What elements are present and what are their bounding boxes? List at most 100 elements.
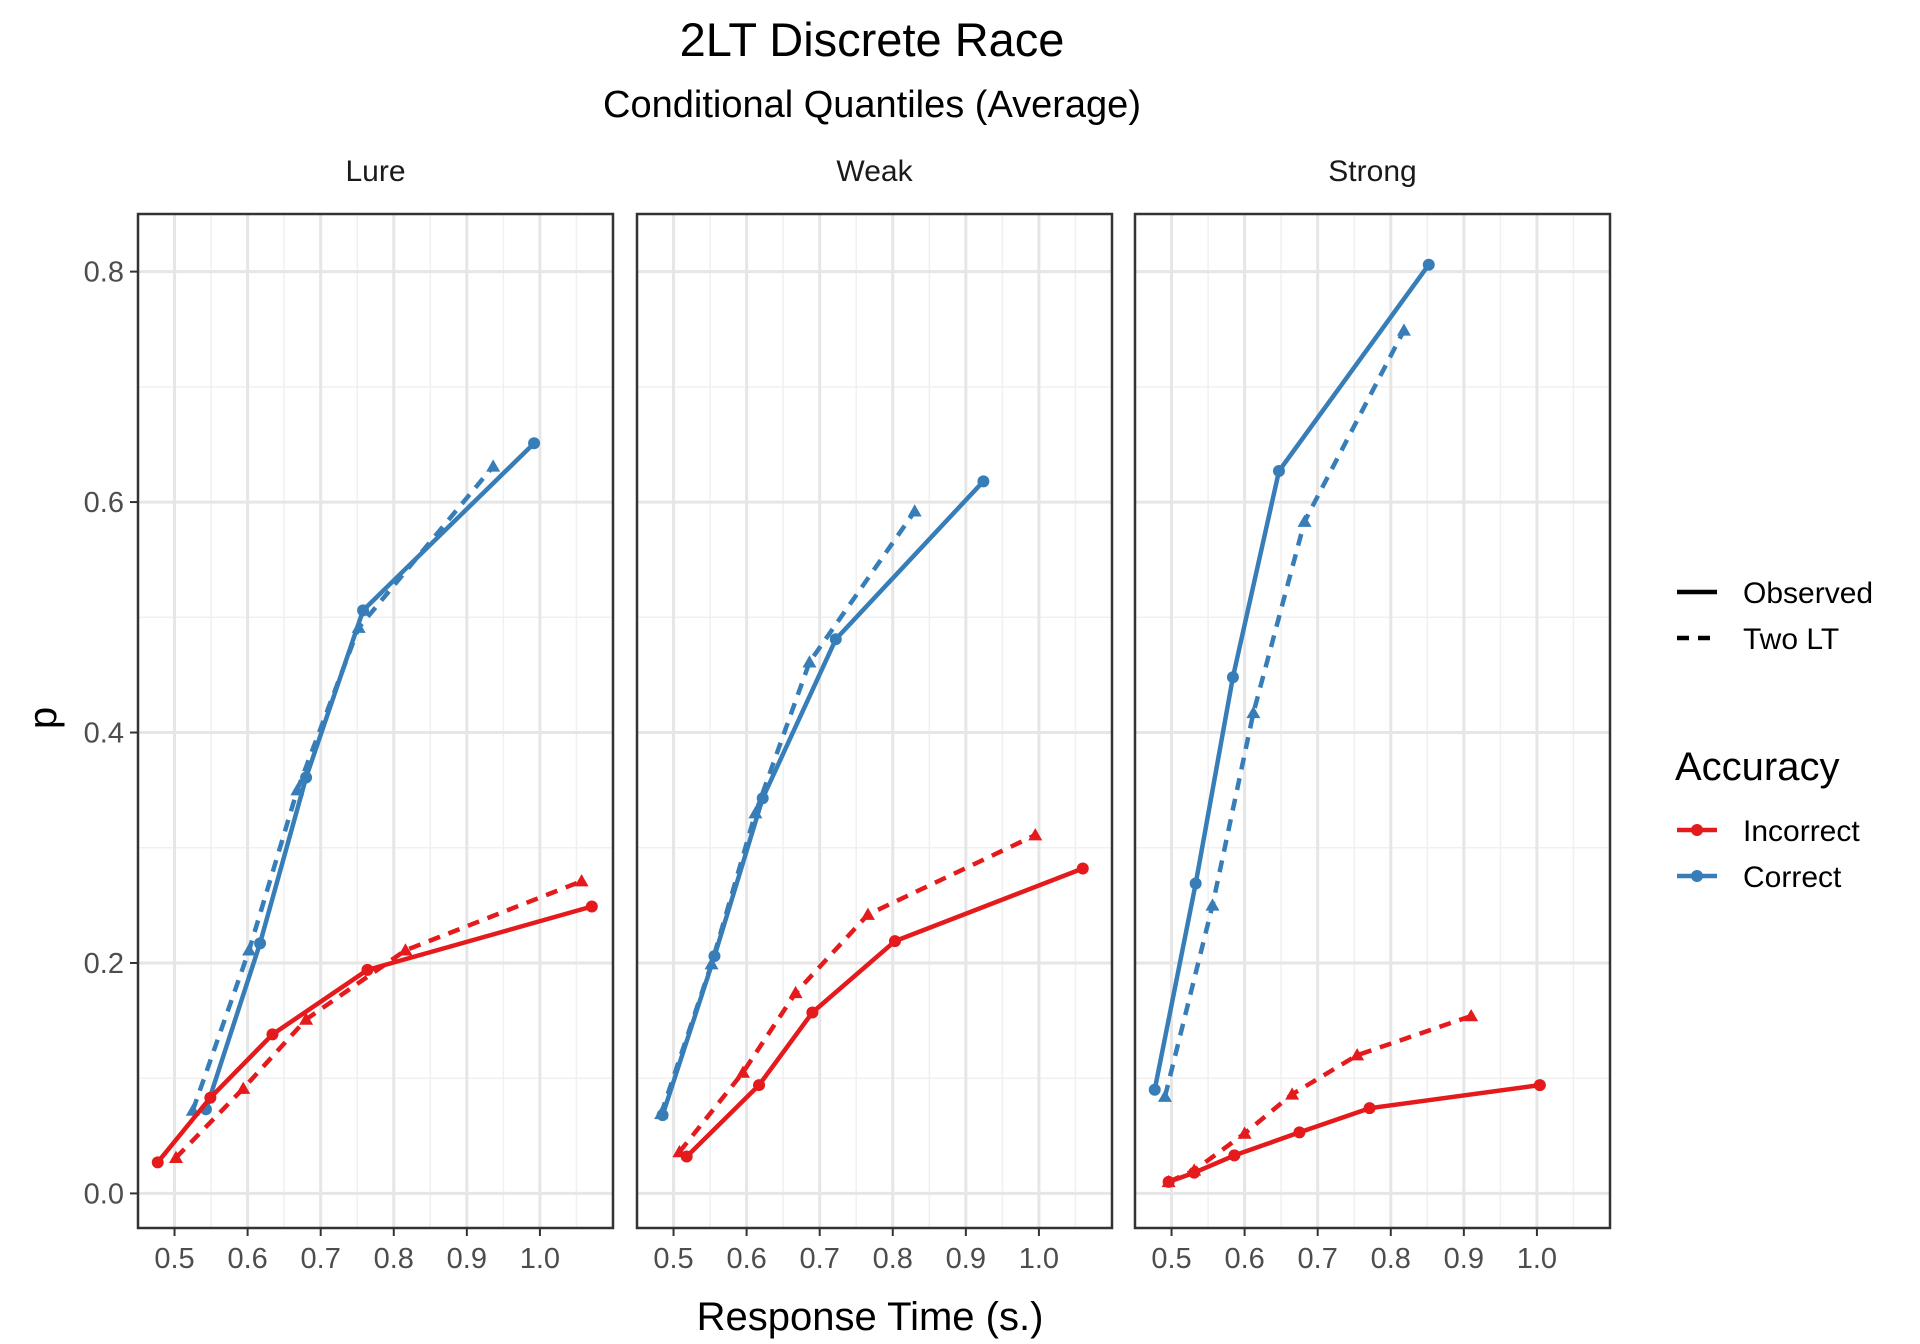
facet-strip-label: Weak xyxy=(836,155,913,188)
point-correct-observed xyxy=(254,937,267,950)
x-tick-label: 0.9 xyxy=(1444,1243,1484,1275)
point-incorrect-two-lt xyxy=(1285,1087,1300,1100)
y-tick-label: 0.6 xyxy=(84,487,124,519)
point-correct-observed xyxy=(1226,671,1239,684)
legend-label-linetype: Two LT xyxy=(1743,623,1839,656)
point-correct-observed xyxy=(829,633,842,646)
facet-panel-weak: Weak 0.5 0.6 0.7 0.8 0.9 1.0 xyxy=(635,155,1114,1275)
y-tick-label: 0.0 xyxy=(84,1178,124,1210)
point-incorrect-observed xyxy=(1188,1166,1201,1179)
x-tick-label: 0.5 xyxy=(653,1243,693,1275)
x-tick-label: 0.8 xyxy=(1371,1243,1411,1275)
panel-border xyxy=(635,212,1114,1230)
point-incorrect-two-lt xyxy=(236,1081,251,1094)
point-correct-observed xyxy=(656,1109,669,1122)
point-incorrect-two-lt xyxy=(1464,1008,1479,1022)
series-line-correct-observed xyxy=(203,441,536,1110)
y-tick-label: 0.2 xyxy=(84,948,124,980)
point-incorrect-observed xyxy=(1293,1126,1306,1139)
point-correct-observed xyxy=(1422,258,1435,271)
point-correct-two-lt xyxy=(802,655,817,668)
x-tick-label: 0.9 xyxy=(447,1243,487,1275)
x-tick-label: 0.7 xyxy=(800,1243,840,1275)
point-incorrect-observed xyxy=(1228,1149,1241,1162)
point-incorrect-two-lt xyxy=(1028,828,1043,841)
point-correct-two-lt xyxy=(1396,323,1411,336)
point-incorrect-observed xyxy=(361,963,374,976)
point-incorrect-observed xyxy=(680,1150,693,1163)
point-correct-observed xyxy=(1189,877,1202,890)
legend: Observed Two LT Accuracy Incorrect Correct xyxy=(1675,577,1873,894)
x-tick-label: 0.6 xyxy=(227,1243,267,1275)
point-correct-two-lt xyxy=(907,504,922,517)
facet-strip-label: Strong xyxy=(1328,155,1416,188)
panel-border xyxy=(1133,212,1612,1230)
x-tick-label: 0.8 xyxy=(374,1243,414,1275)
point-correct-observed xyxy=(1272,464,1285,477)
point-correct-observed xyxy=(756,792,769,805)
facet-panel-strong: Strong 0.5 0.6 0.7 0.8 0.9 1.0 xyxy=(1133,155,1612,1275)
point-correct-two-lt xyxy=(1297,514,1312,527)
x-tick-label: 1.0 xyxy=(520,1243,560,1275)
point-correct-observed xyxy=(708,950,721,963)
legend-label-correct: Correct xyxy=(1743,861,1842,894)
point-correct-observed xyxy=(300,771,313,784)
point-incorrect-observed xyxy=(585,900,598,913)
legend-label-linetype: Observed xyxy=(1743,577,1873,610)
point-correct-observed xyxy=(977,475,990,488)
point-incorrect-two-lt xyxy=(860,907,875,920)
x-tick-label: 0.8 xyxy=(873,1243,913,1275)
facet-strip-label: Lure xyxy=(345,155,405,188)
x-tick-label: 0.7 xyxy=(1298,1243,1338,1275)
point-correct-observed xyxy=(357,604,370,617)
point-incorrect-observed xyxy=(806,1006,819,1019)
legend-label-incorrect: Incorrect xyxy=(1743,815,1860,848)
legend-key-point-incorrect xyxy=(1691,824,1703,836)
series-line-correct-two-lt xyxy=(1162,329,1406,1098)
x-tick-label: 0.6 xyxy=(726,1243,766,1275)
legend-key-point-correct xyxy=(1691,870,1703,882)
point-incorrect-observed xyxy=(753,1079,766,1092)
x-tick-label: 1.0 xyxy=(1019,1243,1059,1275)
point-correct-two-lt xyxy=(1246,705,1261,719)
point-incorrect-observed xyxy=(1363,1102,1376,1115)
point-incorrect-two-lt xyxy=(299,1012,314,1025)
x-tick-label: 0.6 xyxy=(1224,1243,1264,1275)
point-correct-two-lt xyxy=(1205,898,1220,911)
point-correct-two-lt xyxy=(1157,1089,1172,1102)
point-incorrect-two-lt xyxy=(735,1065,750,1078)
x-tick-label: 0.5 xyxy=(1151,1243,1191,1275)
point-incorrect-two-lt xyxy=(1350,1048,1365,1061)
point-incorrect-two-lt xyxy=(788,985,803,999)
point-incorrect-two-lt xyxy=(574,874,589,887)
y-tick-label: 0.4 xyxy=(84,718,124,750)
point-incorrect-observed xyxy=(1533,1079,1546,1092)
series-line-correct-two-lt xyxy=(658,510,917,1115)
point-incorrect-observed xyxy=(1076,862,1089,875)
series-line-incorrect-two-lt xyxy=(677,833,1037,1154)
legend-title-accuracy: Accuracy xyxy=(1675,745,1840,789)
x-axis-title: Response Time (s.) xyxy=(697,1295,1044,1339)
point-incorrect-observed xyxy=(266,1028,279,1041)
y-axis-title: p xyxy=(21,707,65,729)
x-tick-label: 0.9 xyxy=(946,1243,986,1275)
point-incorrect-two-lt xyxy=(398,943,413,956)
point-incorrect-observed xyxy=(151,1156,164,1169)
chart-title: 2LT Discrete Race xyxy=(680,13,1065,66)
panel-border xyxy=(136,212,615,1230)
facet-panel-lure: Lure 0.5 0.6 0.7 0.8 0.9 1.0 xyxy=(136,155,615,1275)
y-tick-label: 0.8 xyxy=(84,257,124,289)
x-tick-label: 1.0 xyxy=(1517,1243,1557,1275)
point-correct-two-lt xyxy=(242,943,257,956)
point-incorrect-two-lt xyxy=(1237,1126,1252,1139)
point-correct-observed xyxy=(1148,1083,1161,1096)
point-correct-observed xyxy=(528,437,541,450)
point-correct-two-lt xyxy=(486,459,501,472)
series-line-incorrect-observed xyxy=(155,904,593,1164)
chart-subtitle: Conditional Quantiles (Average) xyxy=(603,84,1141,126)
x-tick-label: 0.7 xyxy=(301,1243,341,1275)
point-incorrect-observed xyxy=(204,1091,217,1104)
point-incorrect-observed xyxy=(888,935,901,948)
